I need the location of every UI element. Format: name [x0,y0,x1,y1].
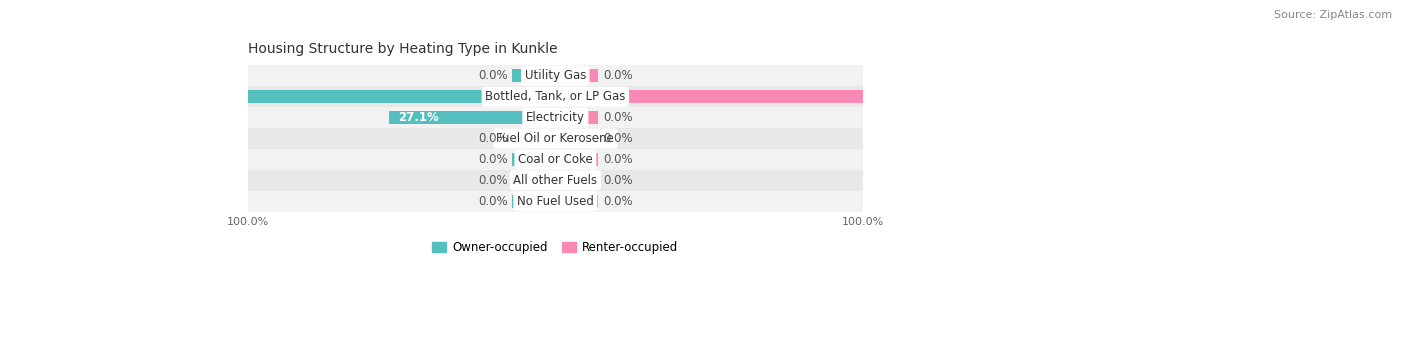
Text: 0.0%: 0.0% [478,153,508,166]
Text: Fuel Oil or Kerosene: Fuel Oil or Kerosene [496,132,614,145]
Bar [249,128,862,149]
Bar [555,174,599,187]
Text: Housing Structure by Heating Type in Kunkle: Housing Structure by Heating Type in Kun… [249,42,558,56]
Bar [555,132,599,145]
Text: No Fuel Used: No Fuel Used [517,195,593,208]
Text: Electricity: Electricity [526,111,585,124]
Text: Source: ZipAtlas.com: Source: ZipAtlas.com [1274,10,1392,20]
Bar [512,132,555,145]
Bar [555,70,599,83]
Bar [249,65,862,86]
Text: All other Fuels: All other Fuels [513,174,598,187]
Bar [249,170,862,191]
Bar [555,111,599,124]
Text: Bottled, Tank, or LP Gas: Bottled, Tank, or LP Gas [485,90,626,103]
Text: 0.0%: 0.0% [603,111,633,124]
Bar [512,70,555,83]
Text: 0.0%: 0.0% [603,195,633,208]
Text: 0.0%: 0.0% [478,132,508,145]
Text: Utility Gas: Utility Gas [524,69,586,83]
Text: 0.0%: 0.0% [478,69,508,83]
Text: 0.0%: 0.0% [478,174,508,187]
Bar [389,111,555,124]
Text: 72.9%: 72.9% [117,90,157,103]
Bar [512,195,555,208]
Bar [555,195,599,208]
Bar [249,191,862,212]
Text: 0.0%: 0.0% [603,153,633,166]
Legend: Owner-occupied, Renter-occupied: Owner-occupied, Renter-occupied [427,236,683,259]
Bar [512,174,555,187]
Text: 0.0%: 0.0% [478,195,508,208]
Text: 100.0%: 100.0% [1112,90,1160,103]
Bar [555,90,1170,103]
Bar [555,153,599,166]
Text: 0.0%: 0.0% [603,174,633,187]
Bar [249,107,862,128]
Text: Coal or Coke: Coal or Coke [517,153,593,166]
Bar [512,153,555,166]
Bar [249,149,862,170]
Text: 0.0%: 0.0% [603,132,633,145]
Text: 27.1%: 27.1% [398,111,439,124]
Text: 0.0%: 0.0% [603,69,633,83]
Bar [107,90,555,103]
Bar [249,86,862,107]
